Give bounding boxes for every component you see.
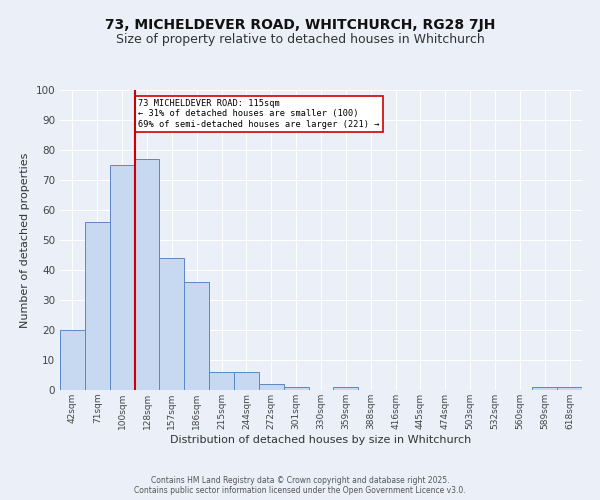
Bar — [60, 330, 85, 390]
X-axis label: Distribution of detached houses by size in Whitchurch: Distribution of detached houses by size … — [170, 434, 472, 444]
Bar — [557, 387, 582, 390]
Bar — [334, 387, 358, 390]
Bar — [209, 372, 234, 390]
Text: Contains public sector information licensed under the Open Government Licence v3: Contains public sector information licen… — [134, 486, 466, 495]
Bar — [184, 282, 209, 390]
Text: Contains HM Land Registry data © Crown copyright and database right 2025.: Contains HM Land Registry data © Crown c… — [151, 476, 449, 485]
Text: 73 MICHELDEVER ROAD: 115sqm
← 31% of detached houses are smaller (100)
69% of se: 73 MICHELDEVER ROAD: 115sqm ← 31% of det… — [139, 99, 380, 129]
Bar — [234, 372, 259, 390]
Bar — [160, 258, 184, 390]
Bar — [110, 165, 134, 390]
Y-axis label: Number of detached properties: Number of detached properties — [20, 152, 30, 328]
Bar — [134, 159, 160, 390]
Bar — [259, 384, 284, 390]
Text: 73, MICHELDEVER ROAD, WHITCHURCH, RG28 7JH: 73, MICHELDEVER ROAD, WHITCHURCH, RG28 7… — [105, 18, 495, 32]
Bar — [532, 387, 557, 390]
Bar — [85, 222, 110, 390]
Text: Size of property relative to detached houses in Whitchurch: Size of property relative to detached ho… — [116, 32, 484, 46]
Bar — [284, 387, 308, 390]
